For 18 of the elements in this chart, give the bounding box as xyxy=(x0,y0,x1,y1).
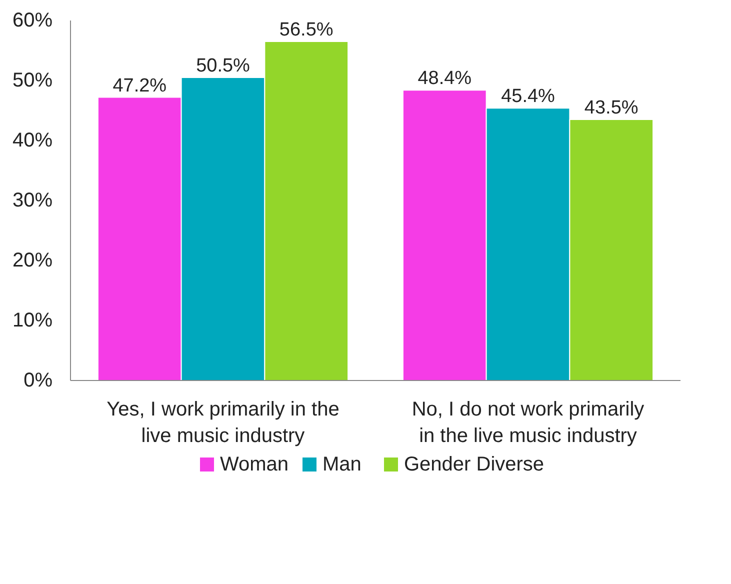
x-tick-label: No, I do not work primarily in the live music industry xyxy=(412,398,644,447)
data-label: 56.5% xyxy=(279,20,334,40)
y-tick-label: 20% xyxy=(12,250,53,272)
y-tick-label: 40% xyxy=(12,130,53,152)
data-label: 43.5% xyxy=(584,98,638,118)
legend-label: Gender Diverse xyxy=(404,454,544,476)
data-label: 48.4% xyxy=(418,68,472,90)
legend-label: Woman xyxy=(220,454,289,476)
legend-label: Man xyxy=(322,454,362,476)
data-label: 50.5% xyxy=(196,56,250,76)
y-tick-label: 30% xyxy=(12,190,53,212)
y-tick-label: 0% xyxy=(24,370,53,392)
y-tick-label: 60% xyxy=(12,10,53,32)
y-tick-label: 50% xyxy=(12,70,53,92)
data-label: 47.2% xyxy=(112,75,167,96)
y-tick-label: 10% xyxy=(12,310,53,332)
x-tick-label: Yes, I work primarily in the live music industry xyxy=(106,398,340,447)
data-label: 45.4% xyxy=(501,86,556,108)
